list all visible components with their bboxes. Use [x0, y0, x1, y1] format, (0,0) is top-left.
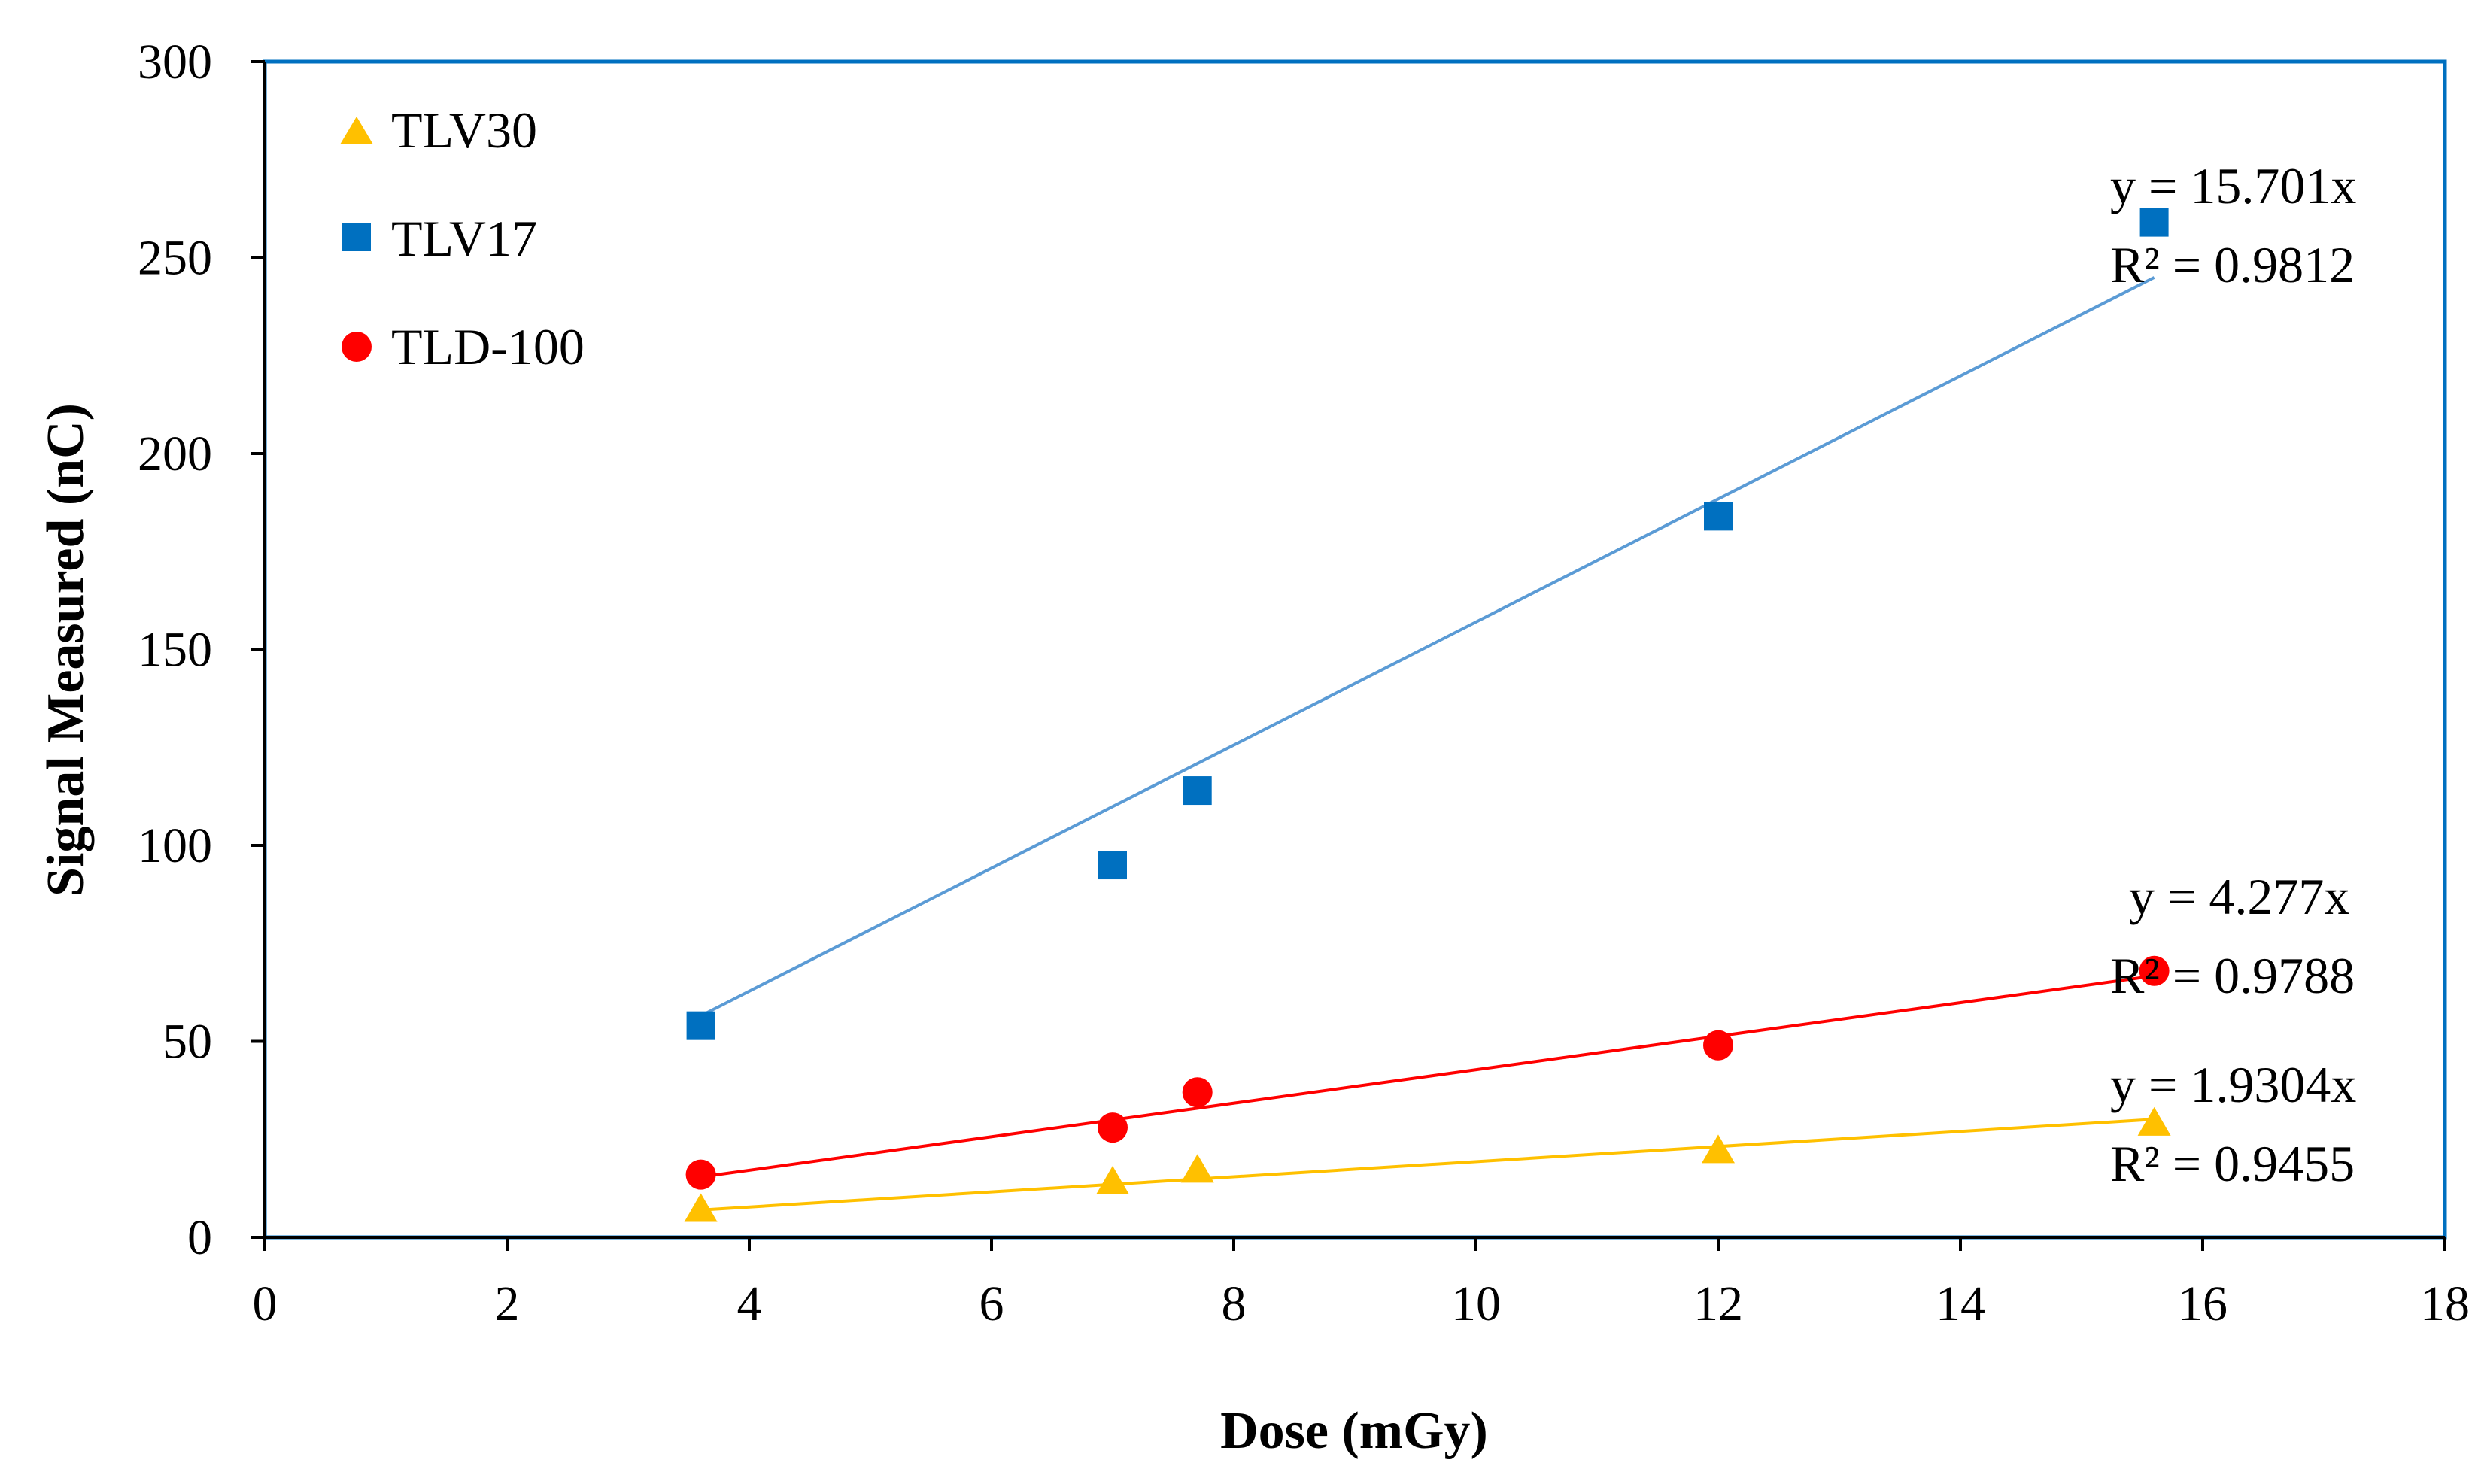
y-tick-label: 0: [187, 1210, 212, 1265]
data-point-tlv17: [1098, 851, 1127, 879]
data-point-tld100: [1098, 1112, 1128, 1143]
x-tick-label: 14: [1936, 1276, 1985, 1331]
data-point-tlv17: [1183, 776, 1212, 805]
x-tick-label: 2: [495, 1276, 520, 1331]
legend-label-tlv30: TLV30: [391, 102, 537, 159]
x-tick-label: 12: [1693, 1276, 1743, 1331]
legend-marker-tlv17: [342, 223, 371, 251]
equation-tld100: y = 4.277x: [2129, 868, 2349, 925]
legend-marker-tld100: [342, 332, 372, 362]
r2-tld100: R² = 0.9788: [2110, 947, 2355, 1004]
x-tick-label: 18: [2420, 1276, 2469, 1331]
y-tick-label: 250: [138, 231, 212, 286]
x-tick-label: 6: [979, 1276, 1004, 1331]
data-point-tld100: [686, 1160, 716, 1190]
y-tick-label: 100: [138, 818, 212, 873]
y-tick-label: 50: [162, 1015, 212, 1070]
r2-tlv17: R² = 0.9812: [2110, 236, 2355, 293]
y-tick-label: 200: [138, 426, 212, 481]
x-tick-label: 16: [2178, 1276, 2228, 1331]
x-tick-label: 0: [253, 1276, 278, 1331]
x-tick-label: 10: [1451, 1276, 1501, 1331]
equation-tlv30: y = 1.9304x: [2110, 1056, 2356, 1113]
x-axis-title: Dose (mGy): [1220, 1402, 1488, 1460]
r2-tlv30: R² = 0.9455: [2110, 1135, 2355, 1192]
legend-label-tlv17: TLV17: [391, 210, 537, 267]
data-point-tld100: [1183, 1077, 1213, 1107]
x-tick-label: 4: [737, 1276, 762, 1331]
y-axis-title: Signal Measured (nC): [37, 403, 95, 897]
x-tick-label: 8: [1222, 1276, 1247, 1331]
equation-tlv17: y = 15.701x: [2110, 157, 2356, 214]
data-point-tlv17: [1704, 502, 1733, 530]
data-point-tld100: [1703, 1030, 1733, 1061]
legend-label-tld100: TLD-100: [391, 318, 585, 375]
data-point-tlv17: [687, 1012, 715, 1040]
y-tick-label: 300: [138, 35, 212, 90]
y-tick-label: 150: [138, 623, 212, 678]
